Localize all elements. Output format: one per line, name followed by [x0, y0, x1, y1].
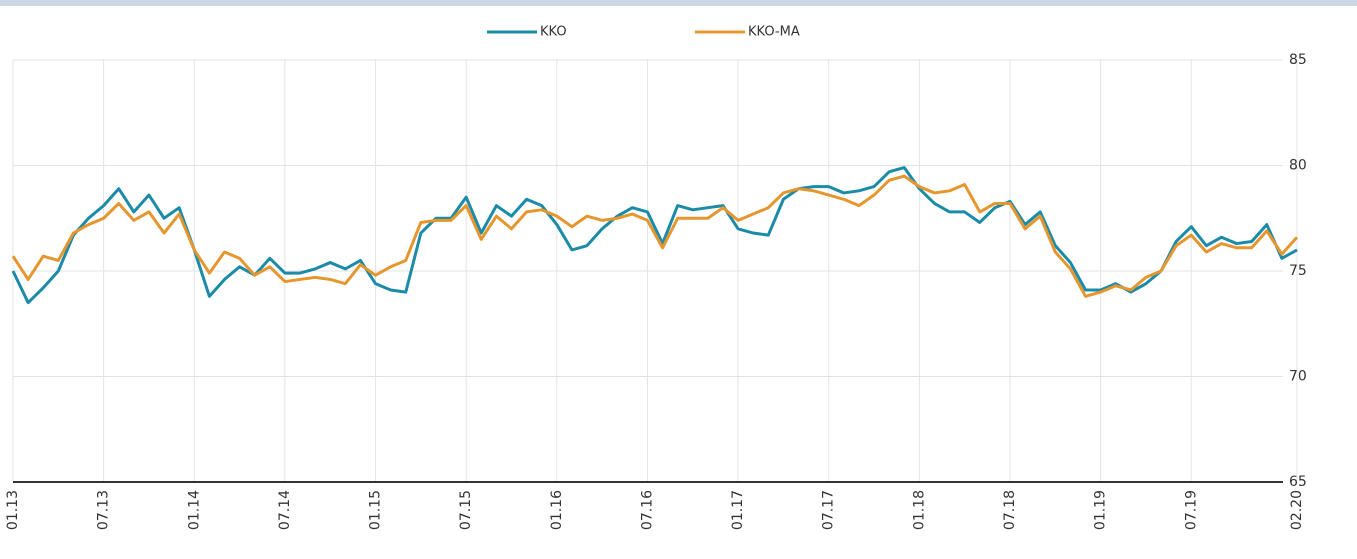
x-tick-label: 02.20	[1289, 490, 1305, 530]
legend-label: KKO-MA	[748, 25, 800, 40]
x-tick-label: 07.17	[821, 490, 837, 530]
x-tick-label: 01.14	[186, 490, 202, 530]
x-tick-label: 07.18	[1002, 490, 1018, 530]
x-tick-label: 07.15	[458, 490, 474, 530]
y-tick-label: 65	[1289, 474, 1307, 490]
x-tick-label: 01.17	[730, 490, 746, 530]
y-tick-label: 75	[1289, 263, 1307, 279]
x-tick-label: 01.18	[911, 490, 927, 530]
top-band	[0, 0, 1357, 6]
series-line	[11, 166, 1298, 305]
legend-label: KKO	[540, 25, 567, 40]
y-tick-label: 85	[1289, 52, 1307, 68]
y-tick-label: 80	[1289, 158, 1307, 174]
x-tick-label: 01.15	[368, 490, 384, 530]
legend: KKO KKO-MA	[487, 25, 800, 40]
series-line	[11, 174, 1299, 298]
x-tick-label: 07.19	[1183, 490, 1199, 530]
x-tick-label: 07.16	[639, 490, 655, 530]
grid: 01.13 07.13 01.14 07.14 01.15 07.15 01.16 07.16…	[5, 52, 1307, 530]
x-tick-label: 01.19	[1093, 490, 1109, 530]
x-tick-label: 07.14	[277, 490, 293, 530]
x-tick-label: 01.16	[549, 490, 565, 530]
x-tick-label: 01.13	[5, 490, 21, 530]
x-tick-label: 07.13	[96, 490, 112, 530]
y-tick-label: 70	[1289, 369, 1307, 385]
series	[11, 166, 1299, 305]
